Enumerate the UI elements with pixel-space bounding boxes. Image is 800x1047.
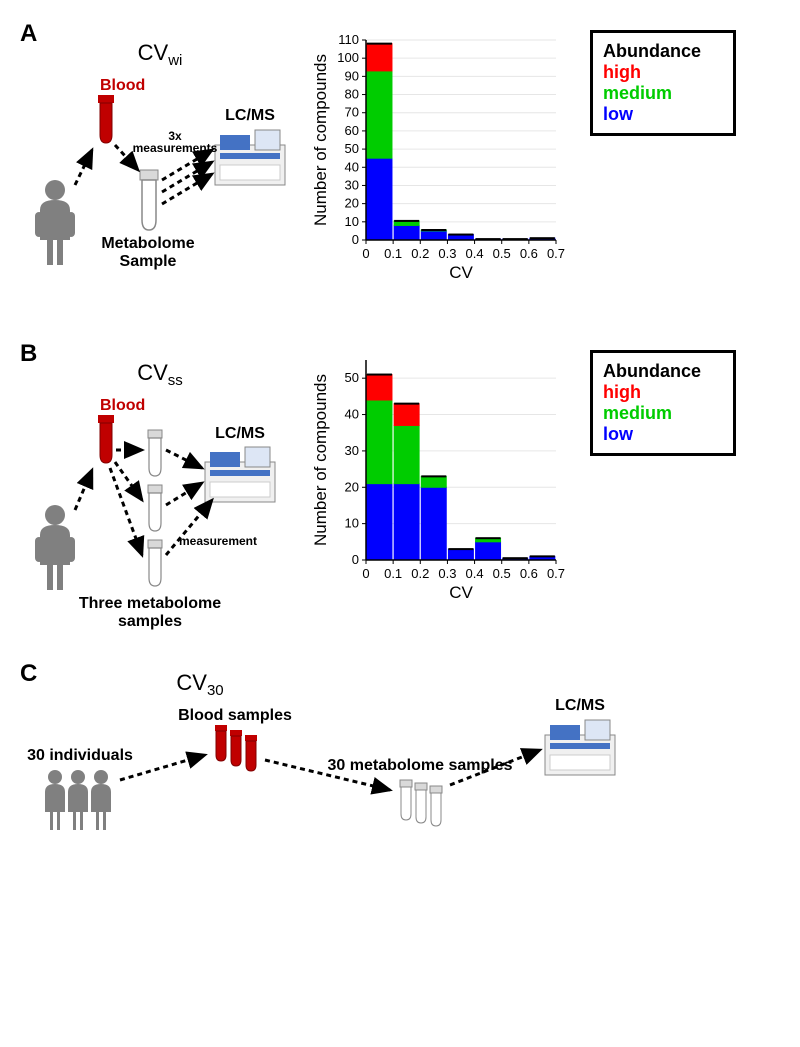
svg-text:60: 60 [345,123,359,138]
blood-samples-label: Blood samples [178,707,292,724]
lcms-label: LC/MS [225,107,275,124]
metabolome-label-l1: Metabolome [101,235,194,252]
svg-text:0.3: 0.3 [438,246,456,261]
legend-medium: medium [603,83,723,104]
legend-medium: medium [603,403,723,424]
svg-text:50: 50 [345,141,359,156]
lcms-icon [205,447,275,502]
three-samples-l1: Three metabolome [79,595,221,612]
svg-text:CV: CV [449,583,473,602]
person-icon [35,180,75,265]
legend-low: low [603,424,723,445]
lcms-label-c: LC/MS [555,697,605,714]
svg-text:90: 90 [345,68,359,83]
metabolome-tubes-icon [400,780,442,826]
metabolome-tube-icon [148,540,162,586]
blood-tube-icon [98,95,114,143]
svg-text:0.2: 0.2 [411,246,429,261]
metabolome-tube-icon [140,170,158,230]
panel-c-diagram: CV30 30 individuals Blood sampl [20,660,720,840]
svg-text:0.6: 0.6 [520,246,538,261]
blood-label: Blood [100,77,145,94]
svg-text:0.4: 0.4 [466,246,484,261]
person-icon [35,505,75,590]
panel-b-diagram: CVss Blood [20,350,300,630]
measurements-l2: measurements [133,141,218,155]
svg-text:80: 80 [345,87,359,102]
svg-text:0.3: 0.3 [438,566,456,581]
panel-a: A CVwi Blood [20,20,780,310]
svg-text:0: 0 [362,566,369,581]
metabolome-label-l2: Sample [120,253,177,270]
svg-text:40: 40 [345,159,359,174]
cv-ss-title: CVss [137,360,183,389]
svg-text:10: 10 [345,516,359,531]
panel-a-chart: 0 10 20 30 40 50 60 70 80 90 100 110 0 0.1 0.2 0.3 0.4 0.… [310,30,570,295]
svg-text:Number of compounds: Number of compounds [311,54,330,226]
svg-text:0.5: 0.5 [493,566,511,581]
cv-wi-title: CVwi [138,40,183,69]
panel-b-chart: 0 10 20 30 40 50 0 0.1 0.2 0.3 0.4 0.5 0.6 0.7 CV Numbe… [310,350,570,615]
blood-tubes-icon [215,725,257,771]
metabolome-tube-icon [148,485,162,531]
lcms-label-b: LC/MS [215,425,265,442]
panel-a-diagram: CVwi Blood [20,30,300,310]
individuals-label: 30 individuals [27,747,133,764]
svg-text:0: 0 [362,246,369,261]
arrow-icon [75,150,92,185]
legend-title: Abundance [603,41,723,62]
svg-text:0.7: 0.7 [547,246,565,261]
arrow-icon [166,483,202,505]
svg-text:100: 100 [337,50,359,65]
panel-c: C CV30 30 individuals [20,660,780,840]
cv-30-title: CV30 [176,670,223,699]
legend-box-a: Abundance high medium low [590,30,736,136]
svg-text:0.2: 0.2 [411,566,429,581]
svg-text:0.1: 0.1 [384,246,402,261]
three-samples-l2: samples [118,613,182,630]
metabolome-tube-icon [148,430,162,476]
blood-label-b: Blood [100,397,145,414]
svg-text:CV: CV [449,263,473,282]
svg-text:30: 30 [345,443,359,458]
svg-text:20: 20 [345,196,359,211]
svg-text:0: 0 [352,552,359,567]
svg-text:0.1: 0.1 [384,566,402,581]
svg-text:0.4: 0.4 [466,566,484,581]
svg-text:70: 70 [345,105,359,120]
legend-low: low [603,104,723,125]
svg-text:0: 0 [352,232,359,247]
legend-title: Abundance [603,361,723,382]
lcms-icon [215,130,285,185]
svg-text:40: 40 [345,407,359,422]
svg-text:0.5: 0.5 [493,246,511,261]
legend-box-b: Abundance high medium low [590,350,736,456]
svg-text:10: 10 [345,214,359,229]
svg-text:0.6: 0.6 [520,566,538,581]
arrow-icon [166,450,202,468]
svg-text:30: 30 [345,177,359,192]
svg-text:50: 50 [345,370,359,385]
blood-tube-icon [98,415,114,463]
arrow-icon [110,468,142,555]
legend-high: high [603,382,723,403]
svg-text:Number of compounds: Number of compounds [311,374,330,546]
people-icon [45,770,111,830]
measurement-label: measurement [179,534,257,548]
lcms-icon [545,720,615,775]
panel-b: B CVss Blood [20,340,780,630]
svg-text:110: 110 [338,32,359,47]
svg-text:0.7: 0.7 [547,566,565,581]
arrow-icon [75,470,92,510]
legend-high: high [603,62,723,83]
svg-text:20: 20 [345,479,359,494]
